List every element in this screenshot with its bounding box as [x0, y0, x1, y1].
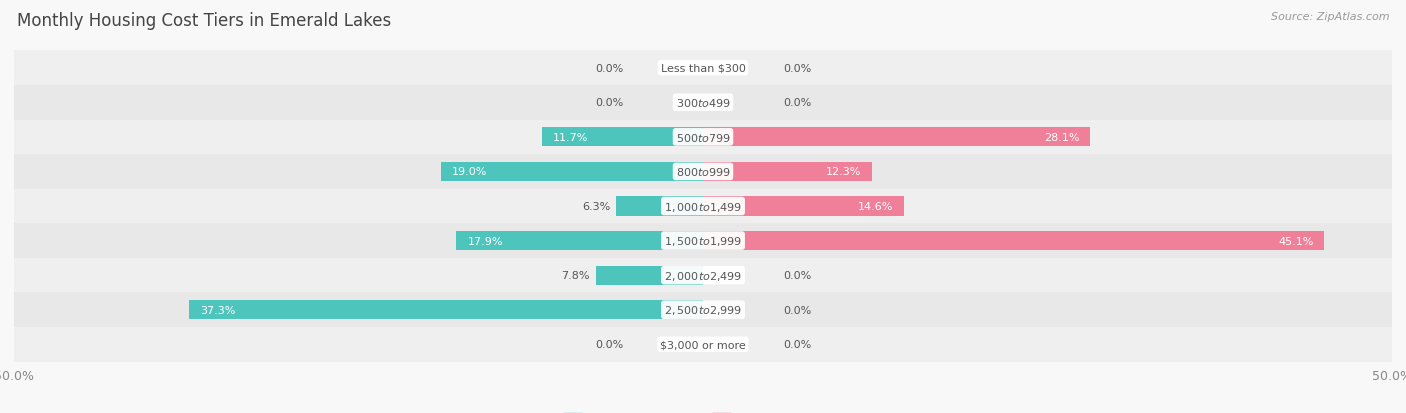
- Bar: [14, 293, 1392, 327]
- Text: $300 to $499: $300 to $499: [675, 97, 731, 109]
- Text: 11.7%: 11.7%: [553, 133, 588, 142]
- Text: 0.0%: 0.0%: [783, 305, 811, 315]
- Bar: [14, 189, 1392, 224]
- Bar: [703, 163, 873, 181]
- Bar: [14, 327, 1392, 362]
- Text: $3,000 or more: $3,000 or more: [661, 339, 745, 349]
- Text: Monthly Housing Cost Tiers in Emerald Lakes: Monthly Housing Cost Tiers in Emerald La…: [17, 12, 391, 30]
- Bar: [703, 128, 1090, 147]
- Text: 0.0%: 0.0%: [783, 64, 811, 74]
- Text: 0.0%: 0.0%: [783, 339, 811, 349]
- Text: $500 to $799: $500 to $799: [675, 131, 731, 143]
- Text: 17.9%: 17.9%: [467, 236, 503, 246]
- Text: $2,500 to $2,999: $2,500 to $2,999: [664, 304, 742, 316]
- Text: $1,000 to $1,499: $1,000 to $1,499: [664, 200, 742, 213]
- Bar: [14, 258, 1392, 293]
- Bar: [14, 86, 1392, 120]
- Text: 19.0%: 19.0%: [453, 167, 488, 177]
- Bar: [14, 120, 1392, 155]
- Bar: [188, 301, 703, 320]
- Text: 14.6%: 14.6%: [858, 202, 893, 211]
- Text: 37.3%: 37.3%: [200, 305, 235, 315]
- Text: 0.0%: 0.0%: [595, 98, 623, 108]
- Bar: [541, 128, 703, 147]
- Text: 0.0%: 0.0%: [783, 98, 811, 108]
- Bar: [14, 51, 1392, 86]
- Text: $2,000 to $2,499: $2,000 to $2,499: [664, 269, 742, 282]
- Bar: [703, 197, 904, 216]
- Text: 28.1%: 28.1%: [1043, 133, 1080, 142]
- Text: 0.0%: 0.0%: [595, 339, 623, 349]
- Bar: [14, 224, 1392, 258]
- Bar: [616, 197, 703, 216]
- Bar: [703, 232, 1324, 250]
- Bar: [457, 232, 703, 250]
- Text: 12.3%: 12.3%: [827, 167, 862, 177]
- Bar: [596, 266, 703, 285]
- Text: 0.0%: 0.0%: [595, 64, 623, 74]
- Text: $1,500 to $1,999: $1,500 to $1,999: [664, 235, 742, 247]
- Text: 7.8%: 7.8%: [561, 271, 591, 280]
- Text: $800 to $999: $800 to $999: [675, 166, 731, 178]
- Bar: [441, 163, 703, 181]
- Text: 45.1%: 45.1%: [1278, 236, 1313, 246]
- Text: Less than $300: Less than $300: [661, 64, 745, 74]
- Text: 0.0%: 0.0%: [783, 271, 811, 280]
- Text: 6.3%: 6.3%: [582, 202, 610, 211]
- Text: Source: ZipAtlas.com: Source: ZipAtlas.com: [1271, 12, 1389, 22]
- Bar: [14, 155, 1392, 189]
